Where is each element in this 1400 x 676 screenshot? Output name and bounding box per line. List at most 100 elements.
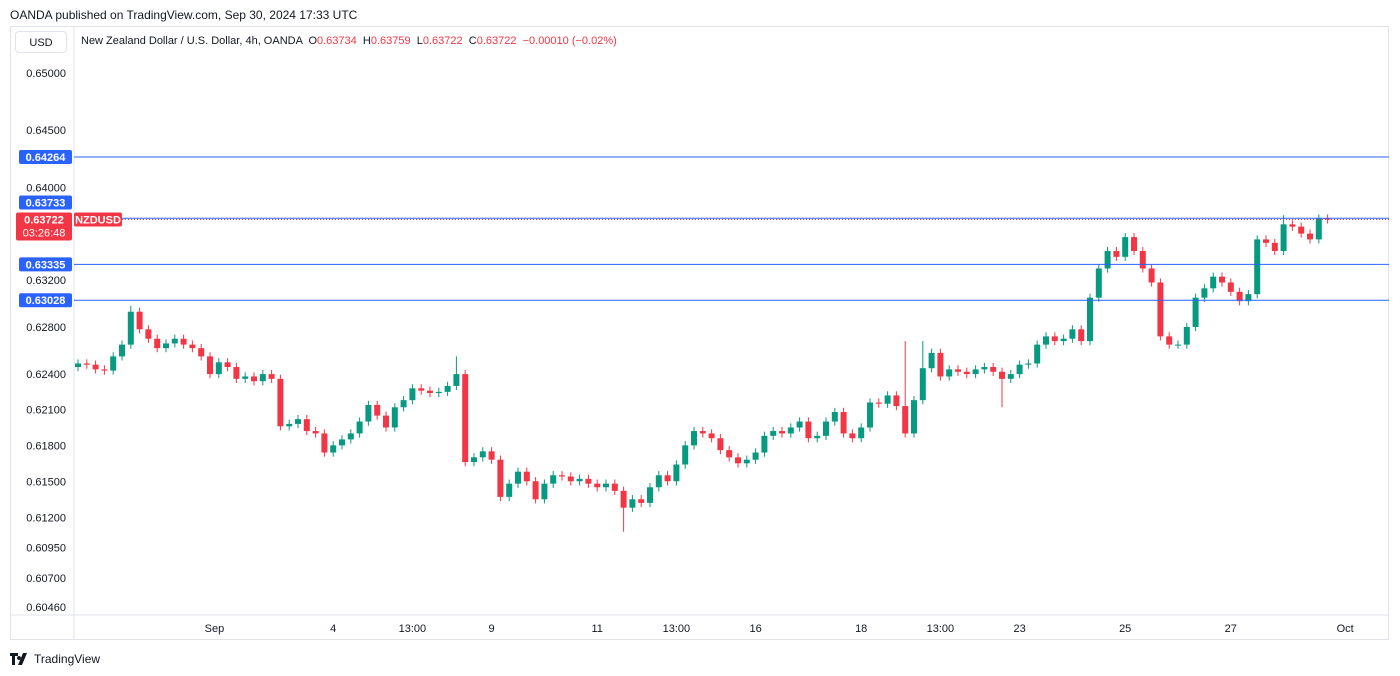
candle-body xyxy=(453,374,460,386)
candle-body xyxy=(312,431,319,434)
candle-body xyxy=(171,338,178,344)
candle-body xyxy=(673,464,680,482)
candle-body xyxy=(638,499,645,503)
candle-body xyxy=(145,329,152,339)
candle-body xyxy=(488,451,495,460)
candle-body xyxy=(321,433,328,453)
candle-body xyxy=(1131,237,1137,252)
candle-body xyxy=(479,451,486,458)
candle-body xyxy=(1183,326,1190,345)
y-tick-label: 0.62100 xyxy=(26,405,66,417)
candle-body xyxy=(163,343,169,349)
candle-body xyxy=(541,483,548,500)
candle-body xyxy=(1025,363,1032,365)
tv-logo-icon xyxy=(10,653,27,665)
candle-body xyxy=(1289,224,1296,227)
y-tick-label: 0.64000 xyxy=(26,182,66,194)
level-price-label: 0.63028 xyxy=(26,295,66,307)
candle-body xyxy=(189,344,196,349)
x-tick-label: 13:00 xyxy=(663,623,691,635)
candle-body xyxy=(691,431,697,446)
open-value: 0.63734 xyxy=(317,35,357,47)
low-value: 0.63722 xyxy=(422,35,463,47)
candle-body xyxy=(471,457,477,463)
candle-body xyxy=(215,362,222,375)
candle-body xyxy=(1122,237,1129,257)
candle-body xyxy=(180,338,187,345)
candle-body xyxy=(303,419,310,432)
level-price-tag xyxy=(19,257,72,272)
published-caption: OANDA published on TradingView.com, Sep … xyxy=(10,8,358,22)
candle-body xyxy=(444,385,451,392)
candle-body xyxy=(1113,251,1120,257)
candle-body xyxy=(699,431,706,434)
candle-body xyxy=(259,374,266,382)
x-tick-label: 13:00 xyxy=(399,623,427,635)
candle-body xyxy=(752,452,759,460)
candle-body xyxy=(1227,282,1234,292)
candle-body xyxy=(207,356,213,375)
open-label: O xyxy=(308,35,317,47)
candle-body xyxy=(567,476,574,482)
candle-body xyxy=(92,364,99,370)
candle-body xyxy=(963,371,970,375)
candle-body xyxy=(875,402,882,404)
symbol-tag xyxy=(74,212,122,227)
candle-body xyxy=(972,369,979,375)
y-tick-label: 0.61800 xyxy=(26,440,66,452)
candle-body xyxy=(330,445,337,453)
candle-body xyxy=(136,311,143,330)
candle-body xyxy=(893,395,900,407)
candle-body xyxy=(224,362,231,368)
candle-body xyxy=(233,367,240,379)
candle-body xyxy=(497,459,504,497)
currency-button[interactable]: USD xyxy=(15,31,67,53)
candle-body xyxy=(840,412,847,434)
candle-body xyxy=(1271,242,1278,252)
candle-body xyxy=(919,368,926,401)
candle-body xyxy=(770,431,777,436)
x-tick-label: Oct xyxy=(1337,623,1354,635)
candle-body xyxy=(779,431,785,434)
candle-body xyxy=(242,376,249,379)
candle-body xyxy=(83,363,90,365)
candle-body xyxy=(603,483,609,488)
x-tick-label: 11 xyxy=(591,623,602,635)
candle-body xyxy=(664,475,671,482)
x-tick-label: 25 xyxy=(1119,623,1131,635)
x-tick-label: 13:00 xyxy=(927,623,955,635)
low-label: L xyxy=(416,35,423,47)
candle-body xyxy=(955,369,961,372)
y-tick-label: 0.61200 xyxy=(26,512,66,524)
candle-body xyxy=(418,388,425,391)
candle-body xyxy=(585,478,592,484)
candle-body xyxy=(1236,291,1243,302)
candle-body xyxy=(391,407,398,428)
level-price-label: 0.63335 xyxy=(26,259,66,271)
candle-body xyxy=(576,478,583,482)
candle-body xyxy=(1087,297,1093,342)
candle-body xyxy=(1201,288,1208,298)
candle-body xyxy=(119,344,125,357)
high-value: 0.63759 xyxy=(370,35,411,47)
candle-body xyxy=(611,483,618,491)
candle-body xyxy=(708,433,715,439)
candle-body xyxy=(937,352,944,377)
candle-body xyxy=(435,391,442,394)
candle-body xyxy=(1315,218,1322,240)
candle-body xyxy=(559,475,565,477)
candle-body xyxy=(1104,251,1111,269)
candle-body xyxy=(946,369,953,377)
candle-body xyxy=(1139,251,1146,269)
candle-body xyxy=(1078,329,1085,342)
candle-body xyxy=(726,450,733,458)
candle-body xyxy=(356,421,363,434)
candle-body xyxy=(990,367,997,372)
level-price-label: 0.63733 xyxy=(26,197,66,209)
candle-body xyxy=(1157,282,1164,337)
candle-body xyxy=(374,404,381,416)
candle-body xyxy=(1175,344,1181,346)
candle-body xyxy=(911,400,917,434)
tradingview-logo[interactable]: TradingView xyxy=(10,652,100,666)
